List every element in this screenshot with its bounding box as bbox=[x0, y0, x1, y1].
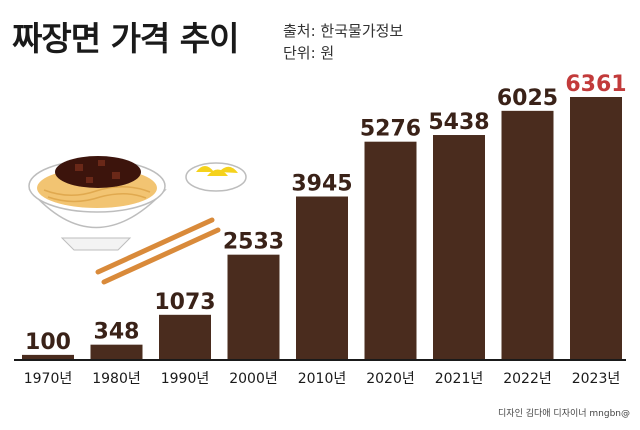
noodle-bowl-illustration bbox=[28, 156, 167, 251]
pickled-radish-dish-illustration bbox=[185, 162, 247, 192]
chopsticks-illustration bbox=[95, 217, 221, 285]
x-tick-label-1980년: 1980년 bbox=[92, 371, 141, 387]
value-label-1990년: 1073 bbox=[154, 290, 215, 315]
value-label-2000년: 2533 bbox=[223, 230, 284, 255]
value-label-1970년: 100 bbox=[25, 330, 71, 355]
bar-2023년 bbox=[570, 97, 622, 359]
bar-2010년 bbox=[296, 196, 348, 359]
value-label-1980년: 348 bbox=[94, 320, 140, 345]
source-note: 출처: 한국물가정보 bbox=[283, 22, 404, 40]
x-tick-label-1990년: 1990년 bbox=[161, 371, 210, 387]
bar-1980년 bbox=[90, 344, 143, 359]
value-label-2020년: 5276 bbox=[360, 117, 421, 142]
x-tick-label-2000년: 2000년 bbox=[229, 371, 278, 387]
page-title: 짜장면 가격 추이 bbox=[12, 19, 239, 58]
bar-1970년 bbox=[22, 354, 74, 359]
bar-2022년 bbox=[501, 110, 554, 360]
x-tick-label-2021년: 2021년 bbox=[435, 371, 484, 387]
value-label-2010년: 3945 bbox=[291, 172, 352, 197]
value-label-2022년: 6025 bbox=[497, 86, 558, 111]
design-credit: 디자인 김다애 디자이너 mngbn@ bbox=[498, 409, 630, 419]
bar-2020년 bbox=[364, 141, 417, 359]
bar-2021년 bbox=[433, 135, 485, 359]
x-tick-label-2022년: 2022년 bbox=[503, 371, 552, 387]
bar-series: 100 1970년 348 1980년 1073 1990년 2533 2000년 3945 20… bbox=[22, 72, 627, 387]
x-tick-label-2010년: 2010년 bbox=[298, 371, 347, 387]
value-label-2021년: 5438 bbox=[428, 110, 489, 135]
unit-note: 단위: 원 bbox=[283, 44, 335, 62]
x-tick-label-2023년: 2023년 bbox=[572, 371, 621, 387]
x-tick-label-1970년: 1970년 bbox=[24, 371, 73, 387]
bar-1990년 bbox=[159, 314, 211, 359]
value-label-2023년: 6361 bbox=[565, 72, 626, 97]
bar-2000년 bbox=[227, 254, 280, 359]
x-tick-label-2020년: 2020년 bbox=[366, 371, 415, 387]
